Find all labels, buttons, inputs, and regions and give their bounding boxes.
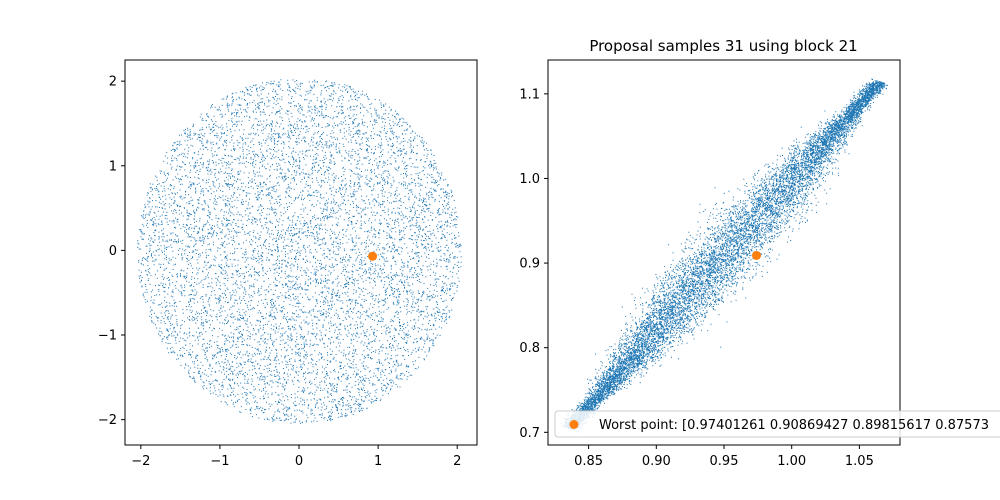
x-tick-label: 1.00 — [777, 454, 806, 469]
y-tick-label: 0 — [109, 244, 117, 259]
y-tick-label: 0.8 — [519, 341, 540, 356]
right-x-axis: 0.85 0.90 0.95 1.00 1.05 — [574, 445, 874, 469]
y-tick-label: 0.7 — [519, 426, 540, 441]
y-tick-label: 1 — [109, 159, 117, 174]
y-tick-label: 1.1 — [519, 87, 540, 102]
y-tick-label: −2 — [98, 413, 117, 428]
y-tick-label: 0.9 — [519, 257, 540, 272]
x-tick-label: 1.05 — [845, 454, 874, 469]
right-sample-points — [560, 78, 888, 433]
y-tick-label: 2 — [109, 75, 117, 90]
sample-point-cloud — [560, 78, 888, 433]
legend-marker — [569, 420, 579, 429]
left-plot: −2 −1 0 1 2 −2 −1 0 1 2 — [98, 59, 478, 469]
x-tick-label: −1 — [210, 454, 229, 469]
right-highlight-point — [751, 250, 761, 260]
x-tick-label: 0.85 — [574, 454, 603, 469]
right-plot-title: Proposal samples 31 using block 21 — [589, 37, 857, 55]
x-tick-label: 2 — [453, 454, 461, 469]
y-tick-label: 1.0 — [519, 172, 540, 187]
left-highlight-point — [368, 251, 378, 261]
x-tick-label: 0 — [295, 454, 303, 469]
x-tick-label: 0.90 — [642, 454, 671, 469]
legend-box — [554, 410, 1000, 438]
x-tick-label: 0.95 — [710, 454, 739, 469]
left-y-axis: −2 −1 0 1 2 — [98, 75, 125, 428]
right-plot: Proposal samples 31 using block 21 0.85 0… — [519, 37, 1000, 469]
y-tick-label: −1 — [98, 329, 117, 344]
legend-label: Worst point: [0.97401261 0.90869427 0.89… — [599, 418, 989, 433]
x-tick-label: 1 — [374, 454, 382, 469]
left-x-axis: −2 −1 0 1 2 — [131, 445, 461, 469]
x-tick-label: −2 — [131, 454, 150, 469]
left-axes-frame — [124, 59, 478, 446]
right-y-axis: 0.7 0.8 0.9 1.0 1.1 — [519, 87, 548, 441]
legend: Worst point: [0.97401261 0.90869427 0.89… — [554, 410, 1000, 438]
left-plot-area — [125, 60, 477, 445]
